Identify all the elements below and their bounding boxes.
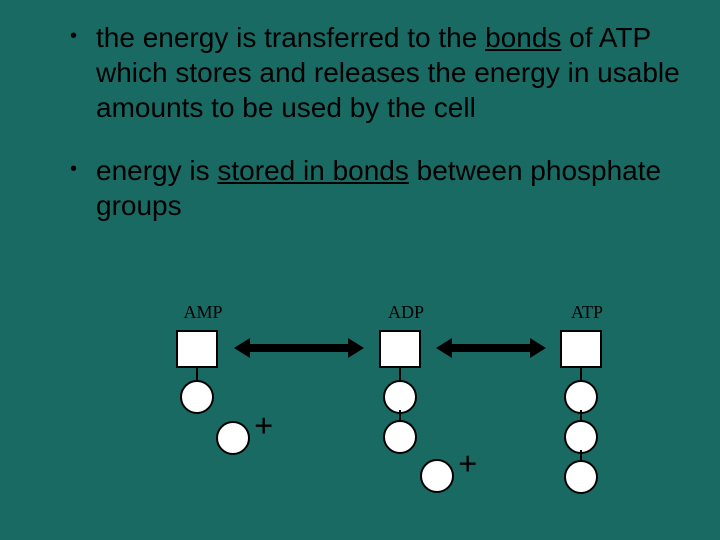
atp-connector (580, 368, 582, 380)
plus-icon: + (458, 446, 477, 484)
label-amp: AMP (178, 302, 228, 323)
atp-phosphate (564, 380, 598, 414)
bullet-item: energy is stored in bonds between phosph… (70, 153, 680, 223)
amp-connector (196, 368, 198, 380)
plus-icon: + (254, 408, 273, 446)
adp-phosphate (383, 420, 417, 454)
label-atp: ATP (562, 302, 612, 323)
amp-square (176, 330, 218, 368)
adp-connector (399, 368, 401, 380)
atp-diagram: AMP ADP ATP + + (0, 290, 720, 530)
slide: the energy is transferred to the bonds o… (0, 0, 720, 540)
atp-phosphate (564, 460, 598, 494)
adp-square (379, 330, 421, 368)
amp-free-phosphate (216, 421, 250, 455)
bullet-item: the energy is transferred to the bonds o… (70, 20, 680, 125)
adp-phosphate (383, 380, 417, 414)
bullet-list: the energy is transferred to the bonds o… (70, 20, 680, 223)
adp-free-phosphate (420, 459, 454, 493)
atp-square (560, 330, 602, 368)
label-adp: ADP (381, 302, 431, 323)
atp-phosphate (564, 420, 598, 454)
amp-phosphate (180, 380, 214, 414)
